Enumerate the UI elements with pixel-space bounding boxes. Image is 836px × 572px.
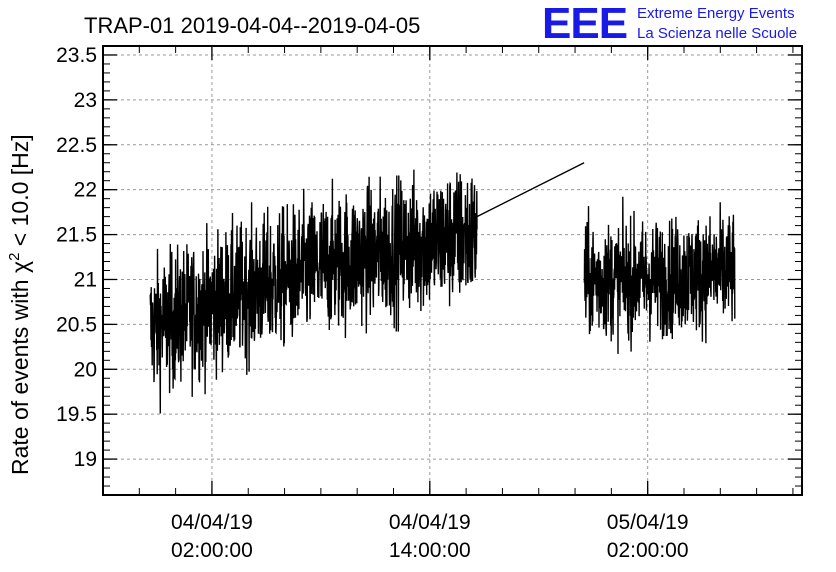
x-tick-time: 14:00:00 [389, 539, 471, 562]
x-tick-date: 04/04/19 [389, 511, 471, 534]
y-tick-label: 23 [74, 89, 97, 112]
brand-line-1: Extreme Energy Events [637, 5, 795, 22]
y-tick-label: 21.5 [56, 224, 97, 247]
series-segment-1 [149, 169, 478, 414]
brand-line-2: La Scienza nelle Scuole [637, 25, 797, 42]
chart-title: TRAP-01 2019-04-04--2019-04-05 [84, 13, 420, 38]
eee-logo: EEE Extreme Energy Events La Scienza nel… [542, 0, 797, 48]
axis-ticks [102, 45, 802, 496]
series-gap-connector [476, 162, 585, 218]
x-tick-date: 04/04/19 [171, 511, 253, 534]
x-tick-date: 05/04/19 [607, 511, 689, 534]
series-segment-2 [583, 196, 736, 354]
x-tick-time: 02:00:00 [607, 539, 689, 562]
y-axis-label: Rate of events with χ2 < 10.0 [Hz] [6, 134, 33, 475]
eee-logo-text: EEE [542, 0, 627, 48]
y-tick-label: 19 [74, 448, 97, 471]
tick-labels: 19 19.5 20 20.5 21 21.5 22 22.5 23 23.5 04/04/19 02… [56, 44, 688, 562]
y-tick-label: 23.5 [56, 44, 97, 67]
x-tick-time: 02:00:00 [171, 539, 253, 562]
data-series [149, 162, 736, 414]
y-tick-label: 19.5 [56, 403, 97, 426]
y-tick-label: 20 [74, 358, 97, 381]
y-tick-label: 20.5 [56, 313, 97, 336]
y-tick-label: 22 [74, 179, 97, 202]
y-tick-label: 22.5 [56, 134, 97, 157]
y-tick-label: 21 [74, 268, 97, 291]
